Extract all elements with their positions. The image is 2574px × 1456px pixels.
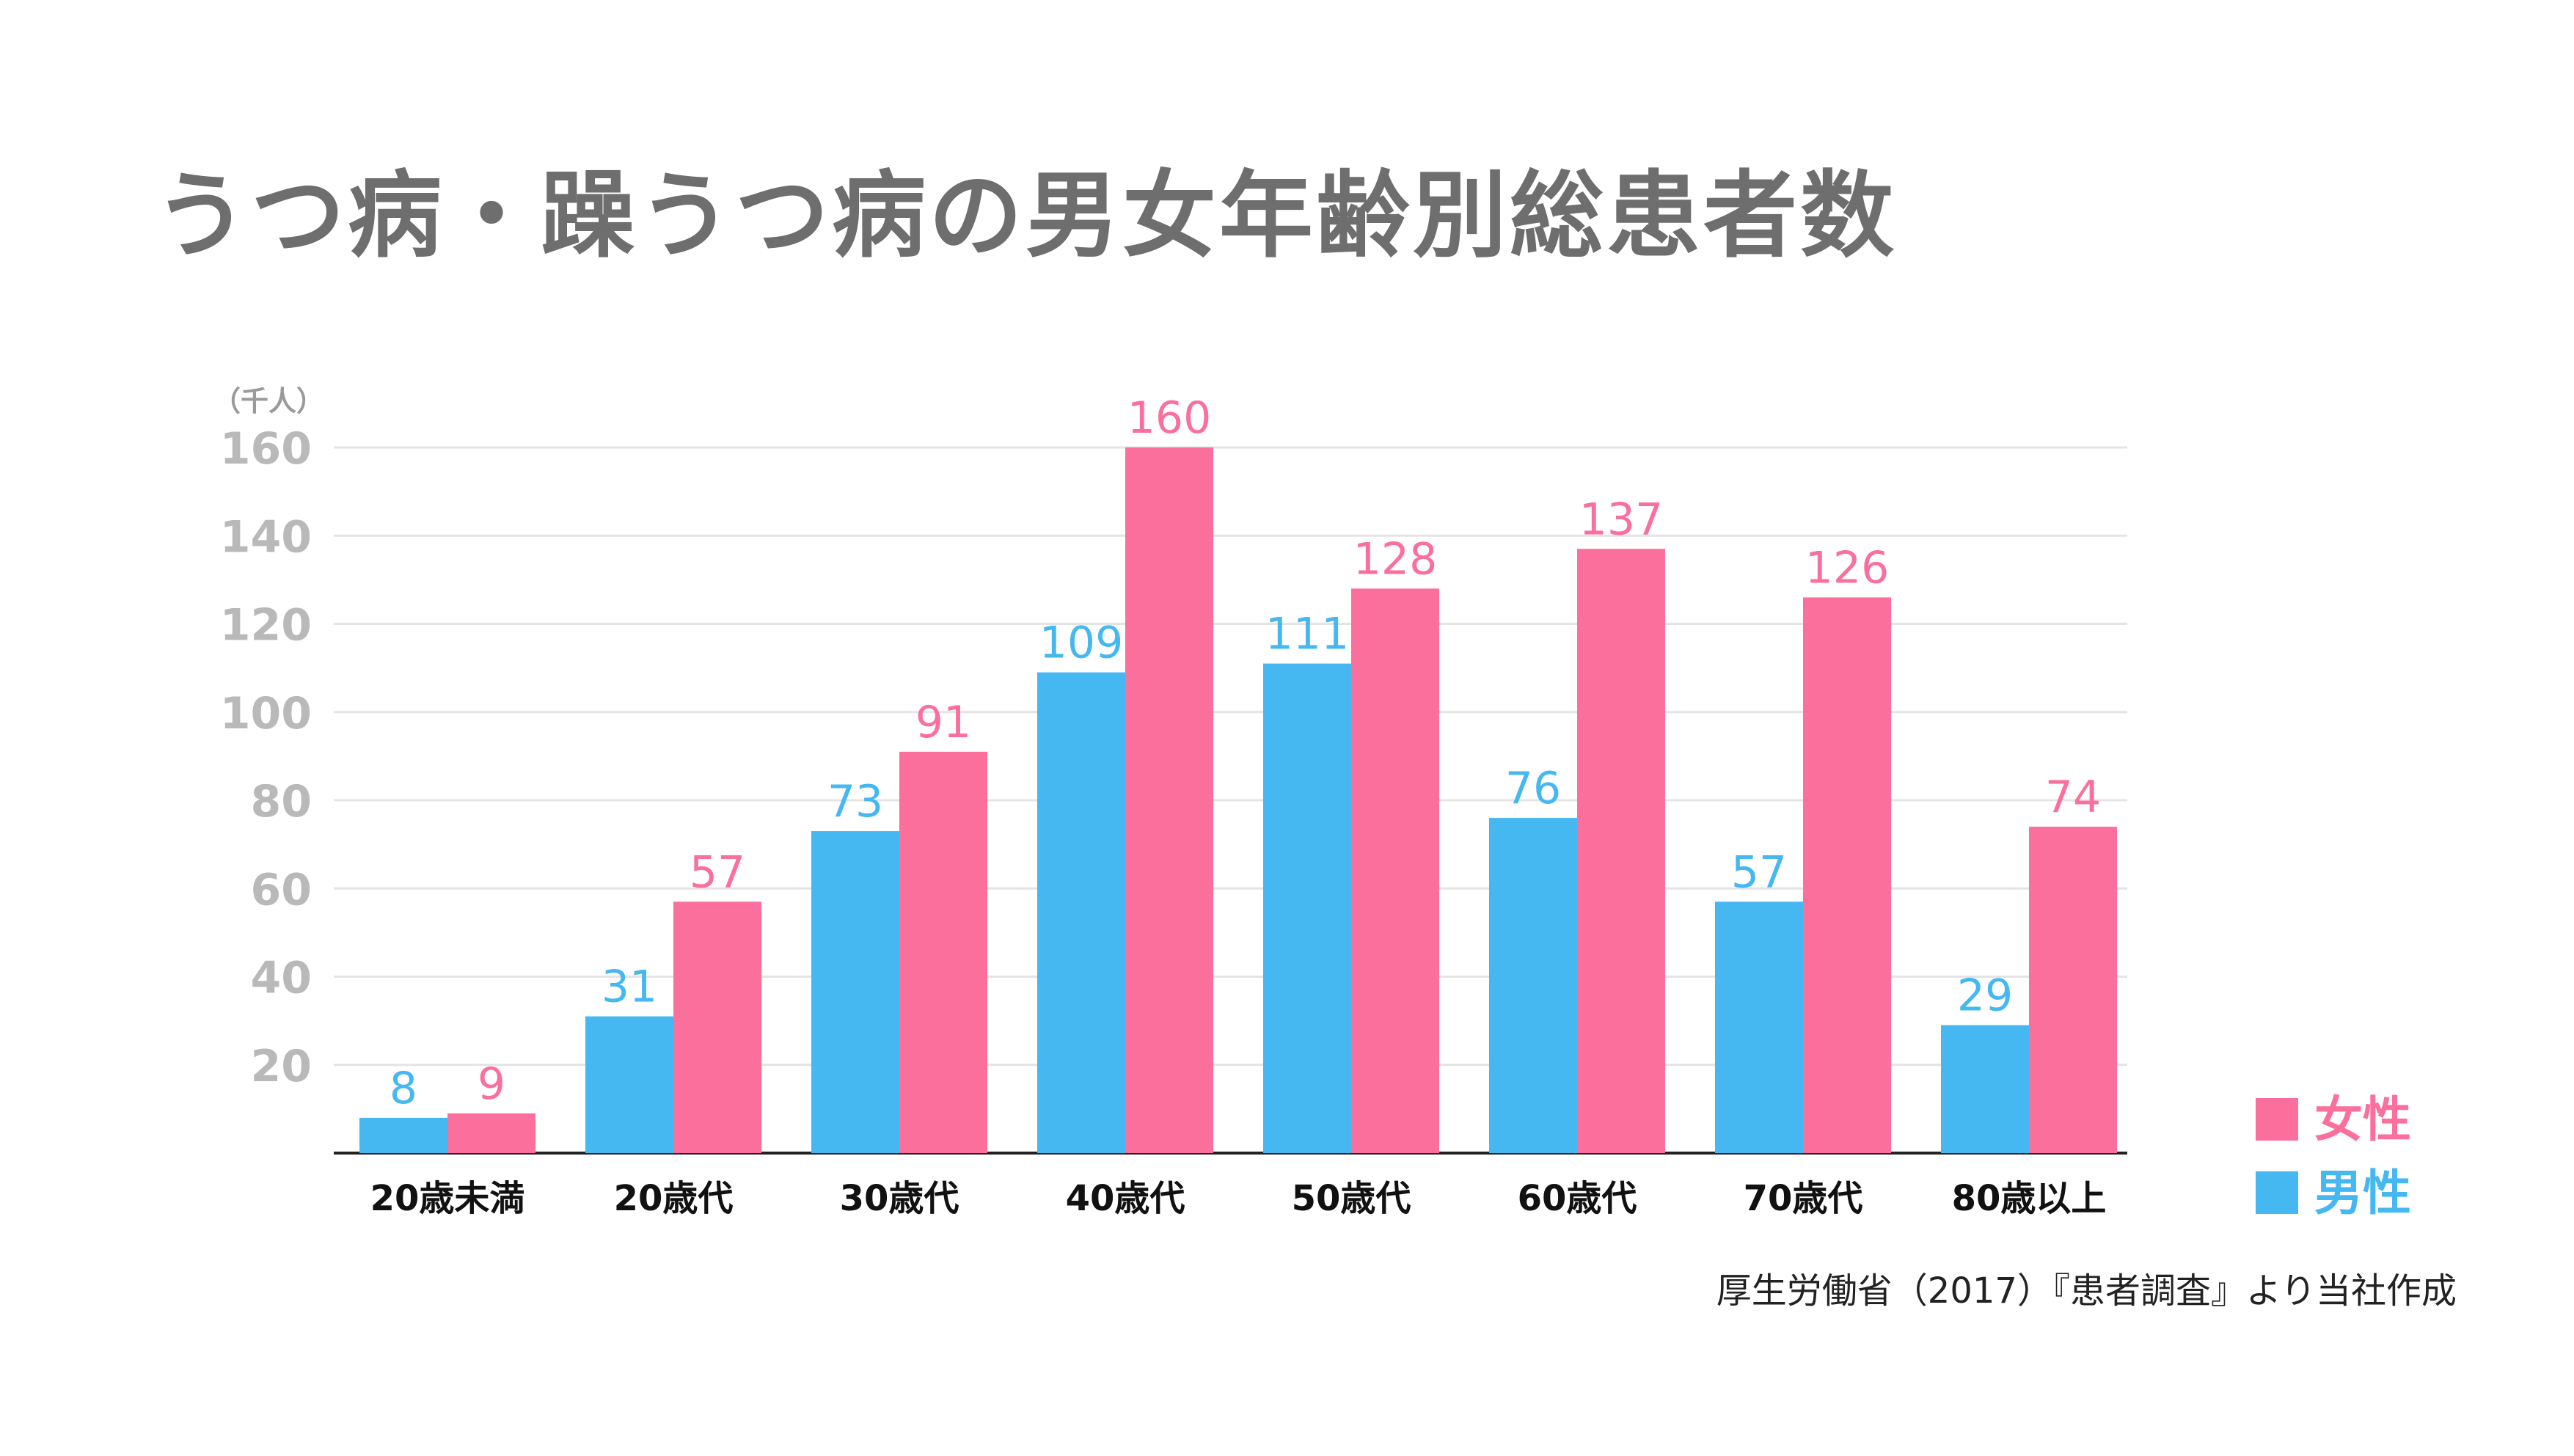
x-axis: 20歳未満 20歳代 30歳代 40歳代 50歳代 60歳代 70歳代 80歳以上 bbox=[370, 1178, 2107, 1219]
bar bbox=[1941, 1025, 2029, 1153]
y-tick-label: 60 bbox=[251, 864, 312, 915]
bar bbox=[1715, 901, 1803, 1153]
data-label: 74 bbox=[2045, 772, 2101, 823]
x-tick-label: 40歳代 bbox=[1066, 1178, 1185, 1219]
bar bbox=[811, 831, 899, 1153]
data-label: 9 bbox=[478, 1058, 505, 1110]
y-tick-label: 80 bbox=[251, 776, 312, 827]
bar bbox=[1577, 549, 1665, 1153]
legend-label: 男性 bbox=[2314, 1165, 2411, 1221]
data-label: 128 bbox=[1353, 533, 1438, 585]
legend-swatch bbox=[2256, 1098, 2298, 1141]
bar bbox=[585, 1016, 673, 1153]
data-label: 111 bbox=[1265, 609, 1350, 660]
y-tick-label: 120 bbox=[220, 600, 312, 651]
legend-label: 女性 bbox=[2314, 1091, 2411, 1148]
x-tick-label: 30歳代 bbox=[840, 1178, 959, 1219]
y-tick-label: 140 bbox=[220, 511, 312, 563]
data-label: 109 bbox=[1039, 618, 1124, 669]
bar bbox=[673, 901, 761, 1153]
bar bbox=[1263, 663, 1351, 1153]
data-label: 160 bbox=[1127, 392, 1212, 444]
x-tick-label: 60歳代 bbox=[1518, 1178, 1637, 1219]
bar bbox=[1125, 447, 1213, 1153]
bar bbox=[2029, 827, 2117, 1153]
bar bbox=[359, 1117, 447, 1153]
data-label: 31 bbox=[602, 962, 657, 1013]
source-note: 厚生労働省（2017）『患者調査』より当社作成 bbox=[1716, 1270, 2457, 1312]
x-tick-label: 20歳未満 bbox=[370, 1178, 525, 1219]
data-label: 29 bbox=[1957, 970, 2013, 1022]
bar bbox=[1803, 597, 1891, 1153]
x-tick-label: 20歳代 bbox=[614, 1178, 734, 1219]
bar bbox=[899, 751, 987, 1153]
x-tick-label: 80歳以上 bbox=[1952, 1178, 2107, 1219]
y-unit-label: （千人） bbox=[213, 385, 324, 417]
x-tick-label: 70歳代 bbox=[1744, 1178, 1863, 1219]
y-tick-label: 100 bbox=[220, 688, 312, 739]
legend-swatch bbox=[2256, 1171, 2298, 1214]
x-tick-label: 50歳代 bbox=[1292, 1178, 1411, 1219]
data-label: 8 bbox=[390, 1063, 417, 1114]
y-tick-label: 160 bbox=[220, 423, 312, 475]
y-tick-label: 20 bbox=[251, 1041, 312, 1092]
data-label: 91 bbox=[915, 697, 971, 748]
bar bbox=[447, 1113, 535, 1153]
chart-title: うつ病・躁うつ病の男女年齢別総患者数 bbox=[154, 161, 1898, 271]
bar bbox=[1351, 588, 1439, 1153]
bar bbox=[1489, 818, 1577, 1153]
data-label: 57 bbox=[1731, 846, 1787, 898]
data-label: 126 bbox=[1805, 542, 1890, 593]
data-label: 137 bbox=[1579, 494, 1664, 545]
data-label: 73 bbox=[827, 776, 883, 827]
bar bbox=[1037, 672, 1125, 1153]
y-tick-label: 40 bbox=[251, 953, 312, 1004]
data-label: 57 bbox=[690, 846, 745, 898]
data-label: 76 bbox=[1505, 763, 1561, 814]
